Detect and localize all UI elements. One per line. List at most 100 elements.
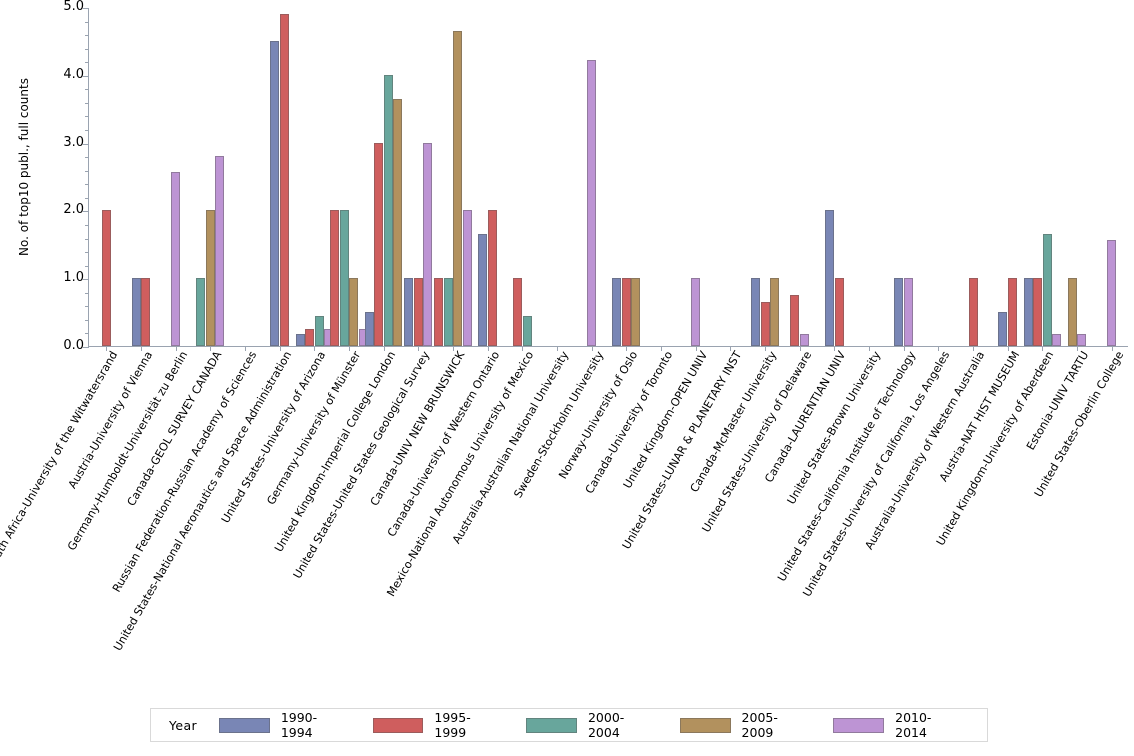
x-axis-tick [522,346,524,351]
plot-area: 0.0 1.0 2.0 3.0 4.0 5.0 [63,0,1128,353]
y-axis-major-tick [83,143,89,145]
x-axis-tick [453,346,454,351]
legend-color-swatch [372,717,424,733]
y-axis-major-tick [83,75,89,77]
bar [374,142,384,346]
y-axis-tick-label: 5.0 [63,0,84,14]
bar [751,278,760,346]
y-axis-title: No. of top10 publ., full counts [17,78,31,256]
x-axis-tick [626,346,628,351]
legend-color-swatch [219,717,270,733]
bar [101,210,111,346]
legend-item[interactable]: 1995-1999 [372,710,499,740]
legend-item-label: 1990-1994 [280,710,318,740]
y-axis-minor-tick [85,21,89,23]
bar [305,329,315,346]
bar [612,278,622,346]
x-axis-tick [314,346,316,351]
x-axis-tick [106,346,108,351]
bar [998,312,1008,346]
bar [1067,278,1077,346]
y-axis-minor-tick [85,157,89,159]
bar [1052,333,1062,346]
y-axis-minor-tick [85,130,89,132]
y-axis-minor-tick [85,170,89,172]
bar [349,278,359,346]
bar [434,278,444,346]
bar [131,278,141,346]
y-axis-minor-tick [85,265,89,267]
bar [1023,278,1033,346]
x-axis-tick [141,346,142,351]
y-axis-minor-tick [85,238,89,240]
bar [487,210,497,346]
bar [1077,333,1087,346]
bar [770,278,779,346]
bar [314,315,324,346]
y-axis-minor-tick [85,292,89,294]
bar [1033,278,1043,346]
bar [894,278,904,346]
bar [196,278,206,346]
bar [383,74,393,346]
bar [423,142,433,346]
x-axis-tick [591,346,593,351]
x-axis-tick [175,346,177,351]
bar [478,234,488,346]
y-axis-minor-tick [85,102,89,104]
x-axis-tick [349,346,350,351]
x-axis-tick [557,346,558,351]
y-axis-minor-tick [85,184,89,186]
x-axis-tick [210,346,212,351]
y-axis-tick-label: 2.0 [63,202,84,218]
chart-legend: Year 1990-1994 1995-1999 2000-2004 2005-200… [150,708,988,742]
y-axis-minor-tick [85,62,89,64]
y-axis-minor-tick [85,48,89,50]
y-axis-minor-tick [85,319,89,321]
x-axis-tick [903,346,905,351]
legend-item[interactable]: 1990-1994 [219,710,345,740]
bar [330,210,340,346]
x-axis-tick [1077,346,1078,351]
y-axis-major-tick [83,347,89,348]
legend-title: Year [169,717,198,733]
y-axis-minor-tick [85,252,89,254]
x-axis-tick [869,346,870,351]
legend-color-swatch [833,717,885,733]
bar [270,40,280,346]
legend-color-swatch [526,717,577,733]
bar [691,278,701,346]
legend-item-label: 2000-2004 [587,710,625,740]
bar [513,278,523,346]
bar [393,98,403,346]
y-axis-minor-tick [85,89,89,91]
bar [1107,239,1117,346]
x-axis-tick-labels: South Africa-University of the Witwaters… [0,349,1134,653]
legend-color-swatch [679,717,731,733]
y-axis-tick-label: 0.0 [63,338,84,353]
legend-item[interactable]: 2000-2004 [526,710,652,740]
bar [760,301,770,346]
y-axis-major-tick [83,8,89,9]
legend-item-label: 1995-1999 [434,710,471,740]
bar [404,278,414,346]
y-axis-major-tick [83,279,89,281]
y-axis-minor-tick [85,197,89,199]
legend-item[interactable]: 2005-2009 [679,710,806,740]
bar [834,278,844,346]
bar [443,278,453,346]
legend-item-label: 2005-2009 [741,710,778,740]
bar [279,13,289,346]
bar [799,333,809,346]
x-axis-tick [1111,346,1113,351]
x-axis-tick [661,346,662,351]
legend-item[interactable]: 2010-2014 [833,710,959,740]
bar [339,210,349,346]
x-axis-tick [765,346,766,351]
y-axis-major-tick [83,211,89,213]
bar [141,278,151,346]
bar [903,278,913,346]
bar [968,278,978,346]
x-axis-tick [245,346,246,351]
bar [587,59,597,346]
